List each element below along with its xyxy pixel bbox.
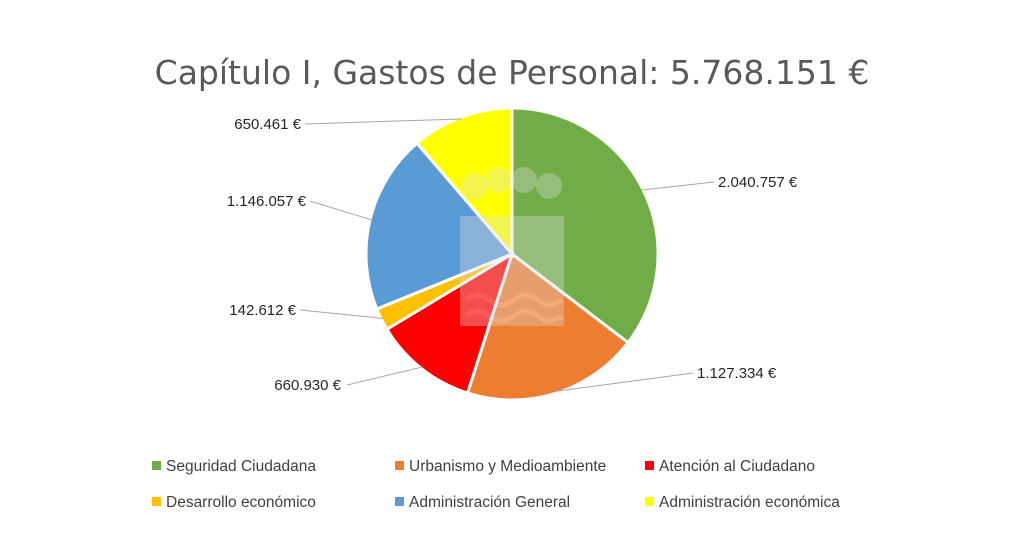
legend-label-4: Desarrollo económico xyxy=(166,494,316,511)
leader-line-6 xyxy=(304,118,463,125)
legend-swatch-6 xyxy=(645,497,654,506)
data-label-1: 2.040.757 € xyxy=(718,174,798,191)
legend: Seguridad Ciudadana Urbanismo y Medioambi… xyxy=(152,458,840,511)
pie-slice-2 xyxy=(465,251,631,402)
leader-line-1 xyxy=(641,181,715,191)
legend-swatch-3 xyxy=(645,461,654,470)
data-labels: 2.040.757 € 1.127.334 € 660.930 € 142.612 €… xyxy=(227,116,798,394)
data-label-5: 1.146.057 € xyxy=(227,193,307,210)
pie-slice-1 xyxy=(510,106,660,345)
pie-slice-6 xyxy=(414,106,514,259)
leader-line-4 xyxy=(299,309,384,319)
legend-label-3: Atención al Ciudadano xyxy=(659,458,815,475)
legend-swatch-5 xyxy=(395,497,404,506)
data-label-2: 1.127.334 € xyxy=(697,365,777,382)
legend-swatch-2 xyxy=(395,461,404,470)
legend-swatch-4 xyxy=(152,497,161,506)
data-label-4: 142.612 € xyxy=(229,302,296,319)
legend-swatch-1 xyxy=(152,461,161,470)
leader-line-5 xyxy=(309,200,373,221)
pie-slice-3 xyxy=(384,250,515,395)
leader-line-3 xyxy=(346,366,423,386)
pie-slices xyxy=(364,106,660,402)
data-label-3: 660.930 € xyxy=(274,377,341,394)
legend-label-6: Administración económica xyxy=(659,494,840,511)
legend-label-1: Seguridad Ciudadana xyxy=(166,458,316,475)
watermark-emblem xyxy=(460,167,564,326)
legend-label-2: Urbanismo y Medioambiente xyxy=(409,458,606,475)
chart-title: Capítulo I, Gastos de Personal: 5.768.15… xyxy=(155,53,870,92)
legend-label-5: Administración General xyxy=(409,494,570,511)
leader-line-2 xyxy=(555,372,694,392)
data-label-6: 650.461 € xyxy=(234,116,301,133)
